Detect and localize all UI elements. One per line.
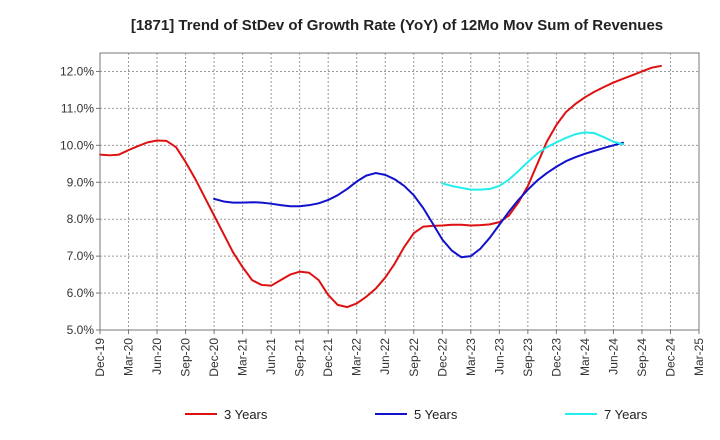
x-tick-label: Mar-25 <box>692 338 706 376</box>
y-axis: 5.0% 6.0% 7.0% 8.0% 9.0% 10.0% 11.0% 12.0% <box>60 64 100 337</box>
y-tick-label: 9.0% <box>67 175 95 189</box>
x-tick-label: Dec-19 <box>93 338 107 377</box>
x-tick-label: Jun-21 <box>264 338 278 375</box>
y-tick-label: 7.0% <box>67 249 95 263</box>
x-tick-label: Jun-23 <box>492 338 506 375</box>
x-tick-label: Sep-21 <box>293 338 307 377</box>
legend-label: 5 Years <box>414 407 458 422</box>
x-tick-label: Mar-20 <box>122 338 136 376</box>
y-tick-label: 6.0% <box>67 286 95 300</box>
x-tick-label: Mar-23 <box>464 338 478 376</box>
y-tick-label: 5.0% <box>67 323 95 337</box>
x-tick-label: Sep-24 <box>635 338 649 377</box>
x-tick-label: Dec-21 <box>321 338 335 377</box>
x-tick-label: Dec-24 <box>663 338 677 377</box>
x-tick-label: Sep-22 <box>407 338 421 377</box>
grid <box>100 53 699 331</box>
legend-label: 3 Years <box>224 407 268 422</box>
series-line-7-years <box>441 131 624 191</box>
series-lines <box>99 64 662 309</box>
x-tick-label: Jun-22 <box>378 338 392 375</box>
y-tick-label: 8.0% <box>67 212 95 226</box>
x-tick-label: Dec-20 <box>207 338 221 377</box>
x-tick-label: Mar-21 <box>236 338 250 376</box>
series-line-5-years <box>213 141 624 259</box>
legend-label: 7 Years <box>604 407 648 422</box>
x-tick-label: Dec-23 <box>549 338 563 377</box>
series-line-3-years <box>99 64 662 309</box>
plot-frame <box>99 52 700 331</box>
chart-title: [1871] Trend of StDev of Growth Rate (Yo… <box>131 17 663 34</box>
y-tick-label: 10.0% <box>60 138 94 152</box>
x-tick-label: Jun-24 <box>606 338 620 375</box>
y-tick-label: 11.0% <box>61 101 94 115</box>
x-tick-label: Sep-20 <box>179 338 193 377</box>
x-tick-label: Jun-20 <box>150 338 164 375</box>
x-tick-label: Dec-22 <box>435 338 449 377</box>
x-tick-label: Mar-22 <box>350 338 364 376</box>
y-tick-label: 12.0% <box>60 64 94 78</box>
x-axis: Dec-19 Mar-20 Jun-20 Sep-20 Dec-20 Mar-21 Jun-… <box>93 330 706 377</box>
x-tick-label: Sep-23 <box>521 338 535 377</box>
x-tick-label: Mar-24 <box>578 338 592 376</box>
